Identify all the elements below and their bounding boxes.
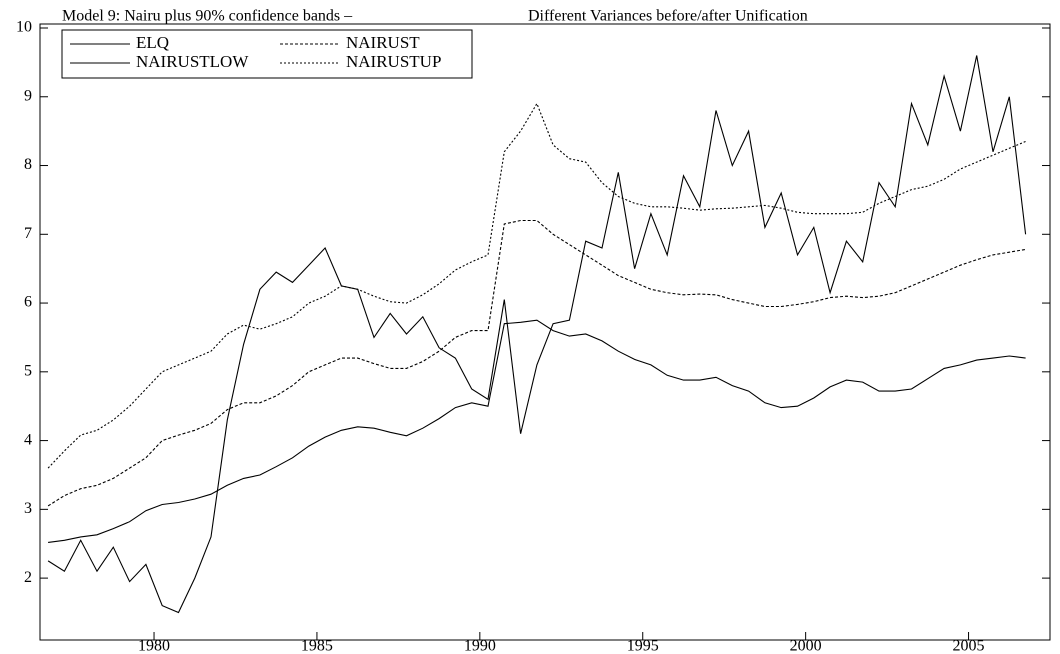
y-tick-label: 8 bbox=[24, 156, 32, 173]
y-tick-label: 6 bbox=[24, 294, 32, 311]
series-line bbox=[48, 319, 1026, 543]
legend-label: NAIRUSTLOW bbox=[136, 52, 249, 71]
chart-title: Model 9: Nairu plus 90% confidence bands… bbox=[62, 8, 353, 25]
x-tick-label: 1980 bbox=[138, 638, 170, 654]
legend-label: NAIRUSTUP bbox=[346, 52, 441, 71]
series-line bbox=[47, 102, 1026, 469]
series-line bbox=[47, 219, 1026, 507]
x-tick-label: 1995 bbox=[627, 638, 659, 654]
legend-box bbox=[61, 29, 473, 79]
x-tick-label: 1985 bbox=[301, 638, 333, 654]
y-tick-label: 7 bbox=[24, 225, 32, 242]
y-tick-label: 5 bbox=[24, 362, 32, 379]
series-line bbox=[47, 55, 1027, 614]
legend-label: NAIRUST bbox=[346, 33, 420, 52]
y-tick-label: 10 bbox=[16, 19, 32, 36]
x-tick-label: 2005 bbox=[953, 638, 985, 654]
plot-frame bbox=[39, 23, 1051, 641]
legend-label: ELQ bbox=[136, 33, 169, 52]
x-tick-label: 2000 bbox=[790, 638, 822, 654]
x-tick-label: 1990 bbox=[464, 638, 496, 654]
chart-subtitle: Different Variances before/after Unifica… bbox=[528, 8, 808, 25]
y-tick-label: 9 bbox=[24, 87, 32, 104]
y-tick-label: 3 bbox=[24, 500, 32, 517]
y-tick-label: 4 bbox=[24, 431, 32, 448]
legend: ELQ NAIRUST NAIRUSTLOW NAIRUSTUP bbox=[61, 29, 473, 79]
y-tick-label: 2 bbox=[24, 569, 32, 586]
